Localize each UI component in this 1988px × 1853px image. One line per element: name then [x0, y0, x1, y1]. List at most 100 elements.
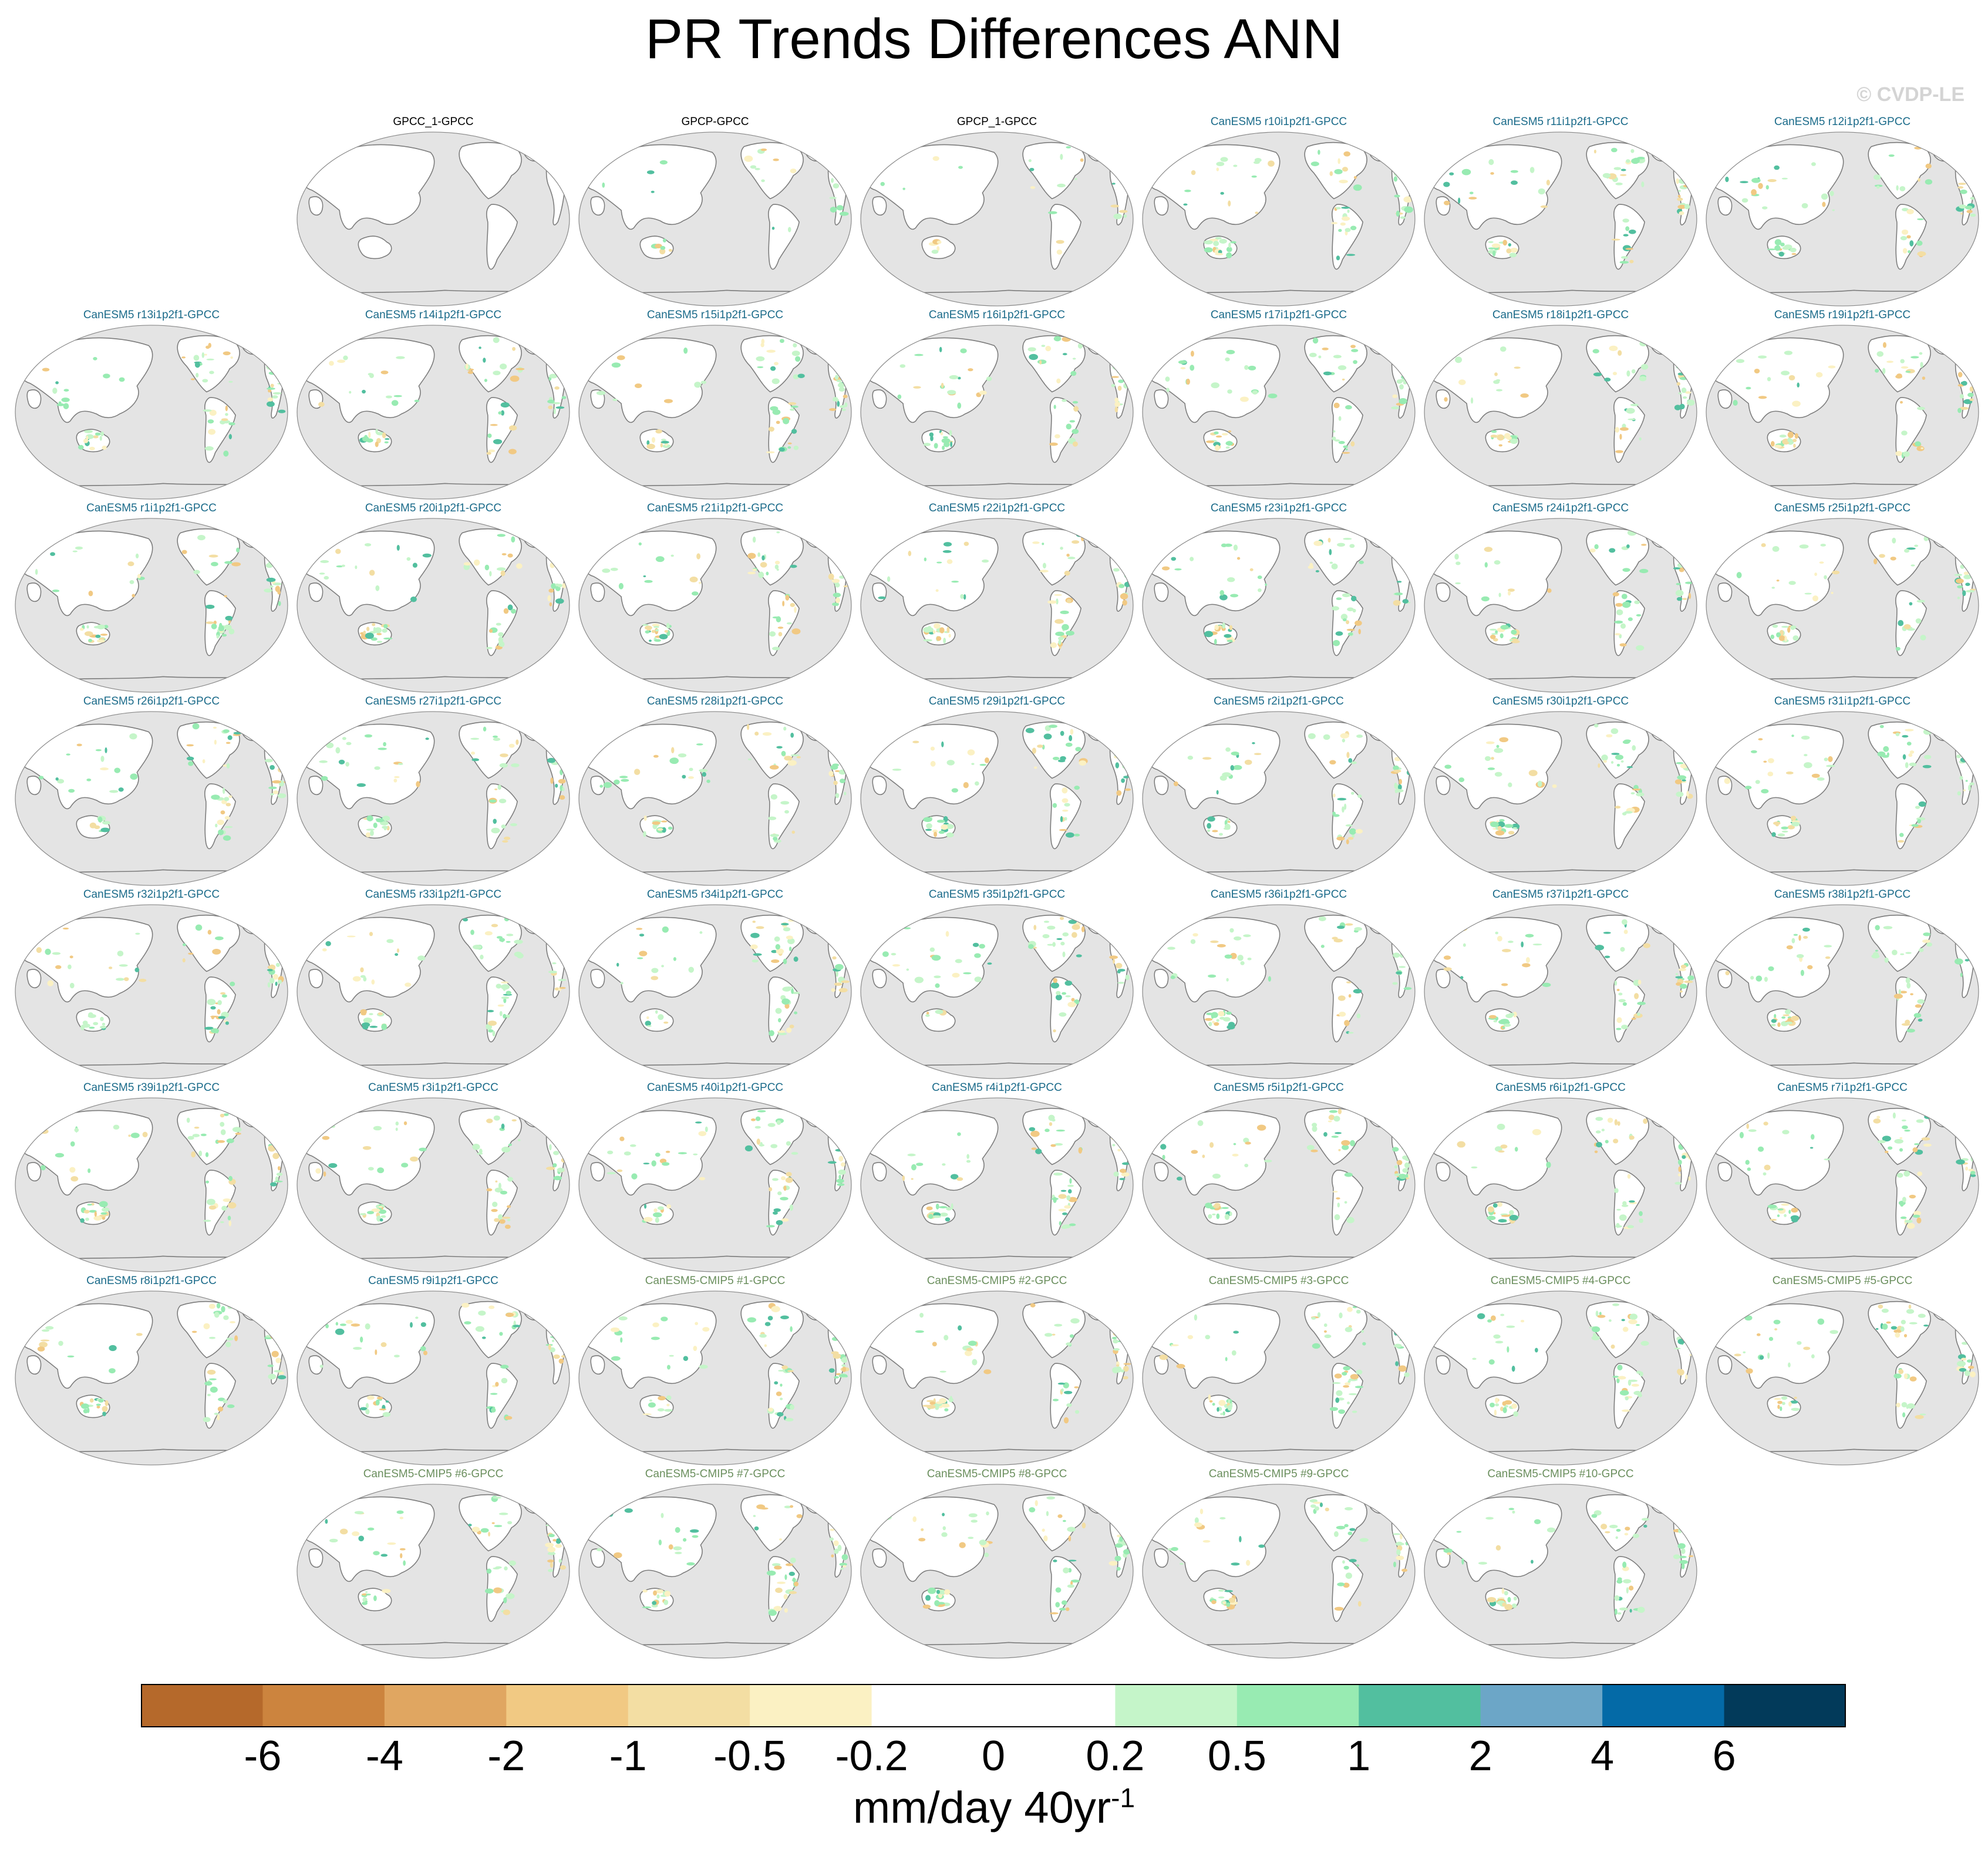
trend-patch — [1626, 1587, 1629, 1594]
trend-patch — [1774, 245, 1781, 251]
trend-patch — [776, 1120, 781, 1125]
trend-patch — [1969, 942, 1973, 946]
trend-patch — [493, 1567, 500, 1569]
trend-patch — [1405, 568, 1409, 572]
trend-patch — [971, 1520, 978, 1523]
trend-patch — [550, 1562, 554, 1568]
trend-patch — [1913, 1013, 1922, 1018]
trend-patch — [1878, 1304, 1883, 1309]
trend-patch — [378, 1209, 387, 1214]
trend-patch — [503, 1609, 510, 1615]
trend-patch — [1683, 744, 1692, 749]
trend-patch — [794, 918, 801, 922]
trend-patch — [841, 980, 850, 983]
trend-patch — [1636, 614, 1642, 616]
trend-patch — [552, 946, 557, 951]
trend-patch — [1342, 593, 1351, 598]
trend-patch — [1900, 953, 1905, 955]
trend-patch — [939, 1370, 946, 1373]
trend-patch — [367, 1395, 375, 1400]
trend-patch — [1407, 945, 1413, 949]
trend-patch — [744, 1145, 753, 1152]
trend-patch — [1520, 393, 1529, 398]
trend-patch — [55, 381, 59, 385]
map-border — [15, 1097, 288, 1272]
trend-patch — [1116, 1364, 1120, 1367]
trend-patch — [949, 375, 959, 380]
trend-patch — [1047, 944, 1054, 946]
trend-patch — [642, 1606, 652, 1609]
trend-patch — [796, 1514, 803, 1518]
trend-patch — [378, 747, 387, 750]
trend-patch — [1399, 1174, 1407, 1180]
trend-patch — [365, 1591, 368, 1593]
trend-patch — [1227, 821, 1231, 823]
trend-patch — [1744, 786, 1752, 790]
trend-patch — [324, 576, 329, 580]
trend-patch — [370, 830, 374, 836]
trend-patch — [629, 1144, 636, 1147]
trend-patch — [1772, 546, 1780, 552]
trend-patch — [1336, 1525, 1346, 1529]
trend-patch — [1613, 1138, 1619, 1144]
trend-patch — [1347, 1531, 1353, 1535]
trend-patch — [657, 1206, 664, 1210]
trend-patch — [1508, 243, 1511, 247]
trend-patch — [596, 1548, 603, 1551]
trend-patch — [1790, 1400, 1798, 1404]
trend-patch — [1610, 147, 1618, 153]
map-border — [1706, 904, 1979, 1079]
map-border — [1424, 904, 1697, 1079]
trend-patch — [514, 939, 523, 944]
trend-patch — [942, 550, 952, 553]
trend-patch — [501, 996, 510, 999]
trend-patch — [273, 1331, 283, 1336]
trend-patch — [754, 732, 759, 736]
trend-patch — [547, 360, 554, 362]
panel-label: CanESM5 r30i1p2f1-GPCC — [1492, 695, 1629, 707]
trend-patch — [1500, 625, 1509, 630]
trend-patch — [228, 628, 235, 635]
trend-patch — [223, 835, 231, 841]
trend-patch — [1502, 949, 1511, 952]
trend-patch — [606, 1172, 616, 1175]
trend-patch — [1508, 1214, 1511, 1217]
trend-patch — [555, 548, 564, 555]
trend-patch — [829, 1326, 836, 1331]
map-border — [1706, 1097, 1979, 1272]
trend-patch — [562, 1340, 565, 1343]
trend-patch — [1216, 161, 1225, 166]
trend-patch — [1125, 974, 1130, 981]
robinson-map — [1706, 325, 1979, 500]
trend-patch — [1673, 1554, 1680, 1559]
trend-patch — [1783, 1014, 1790, 1016]
robinson-map — [578, 1484, 852, 1659]
trend-patch — [335, 548, 341, 554]
trend-patch — [1961, 1357, 1967, 1361]
trend-patch — [1622, 601, 1631, 608]
trend-patch — [1755, 780, 1760, 784]
trend-patch — [839, 405, 845, 409]
trend-patch — [1497, 826, 1502, 831]
trend-patch — [506, 1593, 515, 1599]
trend-patch — [1345, 1572, 1352, 1579]
trend-patch — [1685, 1374, 1688, 1380]
trend-patch — [666, 1403, 670, 1407]
trend-patch — [267, 401, 275, 407]
trend-patch — [1532, 1128, 1542, 1136]
map-border — [860, 1291, 1134, 1465]
trend-patch — [1675, 976, 1683, 979]
trend-patch — [1908, 753, 1913, 757]
panel-label: CanESM5 r6i1p2f1-GPCC — [1495, 1082, 1626, 1094]
continent-outline — [1436, 969, 1451, 989]
trend-patch — [1680, 965, 1687, 969]
trend-patch — [1187, 756, 1194, 760]
trend-patch — [887, 576, 891, 582]
trend-patch — [1347, 1401, 1350, 1404]
trend-patch — [1490, 1402, 1495, 1408]
trend-patch — [1914, 1143, 1920, 1146]
trend-patch — [1254, 753, 1262, 755]
trend-patch — [834, 1376, 839, 1379]
map-border — [1424, 132, 1697, 306]
trend-patch — [1552, 784, 1557, 789]
